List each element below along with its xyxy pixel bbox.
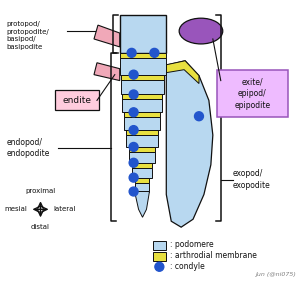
Text: lateral: lateral [53, 206, 76, 212]
FancyBboxPatch shape [120, 15, 166, 53]
Circle shape [194, 112, 203, 121]
FancyBboxPatch shape [129, 147, 155, 152]
Circle shape [150, 49, 159, 57]
FancyBboxPatch shape [132, 168, 152, 178]
FancyBboxPatch shape [126, 135, 158, 147]
Text: endite: endite [63, 96, 92, 105]
FancyBboxPatch shape [126, 130, 158, 135]
Circle shape [129, 90, 138, 99]
Text: : arthrodial membrane: : arthrodial membrane [170, 251, 257, 260]
FancyBboxPatch shape [153, 241, 166, 250]
FancyBboxPatch shape [129, 152, 155, 163]
FancyBboxPatch shape [217, 70, 288, 117]
Text: protopod/
protopodite/
basipod/
basipodite: protopod/ protopodite/ basipod/ basipodi… [7, 21, 50, 50]
Text: : podomere: : podomere [170, 241, 214, 250]
Polygon shape [94, 63, 120, 81]
Circle shape [129, 70, 138, 79]
Text: endopod/
endopodite: endopod/ endopodite [7, 138, 50, 158]
FancyBboxPatch shape [121, 75, 164, 80]
Text: mesial: mesial [5, 206, 28, 212]
Text: exite/
epipod/
epipodite: exite/ epipod/ epipodite [234, 77, 271, 110]
FancyBboxPatch shape [121, 80, 164, 94]
FancyBboxPatch shape [122, 94, 162, 99]
Circle shape [129, 142, 138, 151]
Polygon shape [94, 25, 120, 47]
Text: distal: distal [31, 224, 50, 230]
FancyBboxPatch shape [124, 117, 160, 130]
Circle shape [127, 49, 136, 57]
Circle shape [129, 187, 138, 196]
FancyBboxPatch shape [132, 163, 152, 168]
FancyBboxPatch shape [124, 112, 160, 117]
FancyBboxPatch shape [56, 91, 99, 110]
Circle shape [155, 262, 164, 271]
Polygon shape [135, 191, 149, 217]
Circle shape [129, 173, 138, 182]
FancyBboxPatch shape [120, 58, 166, 75]
Text: Jun (@ni075): Jun (@ni075) [255, 272, 296, 277]
Polygon shape [166, 61, 213, 227]
Polygon shape [166, 61, 199, 83]
Text: exopod/
exopodite: exopod/ exopodite [233, 169, 270, 190]
FancyBboxPatch shape [153, 252, 166, 261]
FancyBboxPatch shape [135, 183, 149, 191]
FancyBboxPatch shape [120, 53, 166, 58]
FancyBboxPatch shape [135, 178, 149, 183]
Circle shape [129, 108, 138, 117]
Circle shape [129, 126, 138, 135]
FancyBboxPatch shape [122, 99, 162, 112]
Text: : condyle: : condyle [170, 262, 205, 271]
Circle shape [129, 158, 138, 167]
Text: proximal: proximal [26, 188, 56, 195]
Ellipse shape [179, 18, 223, 44]
